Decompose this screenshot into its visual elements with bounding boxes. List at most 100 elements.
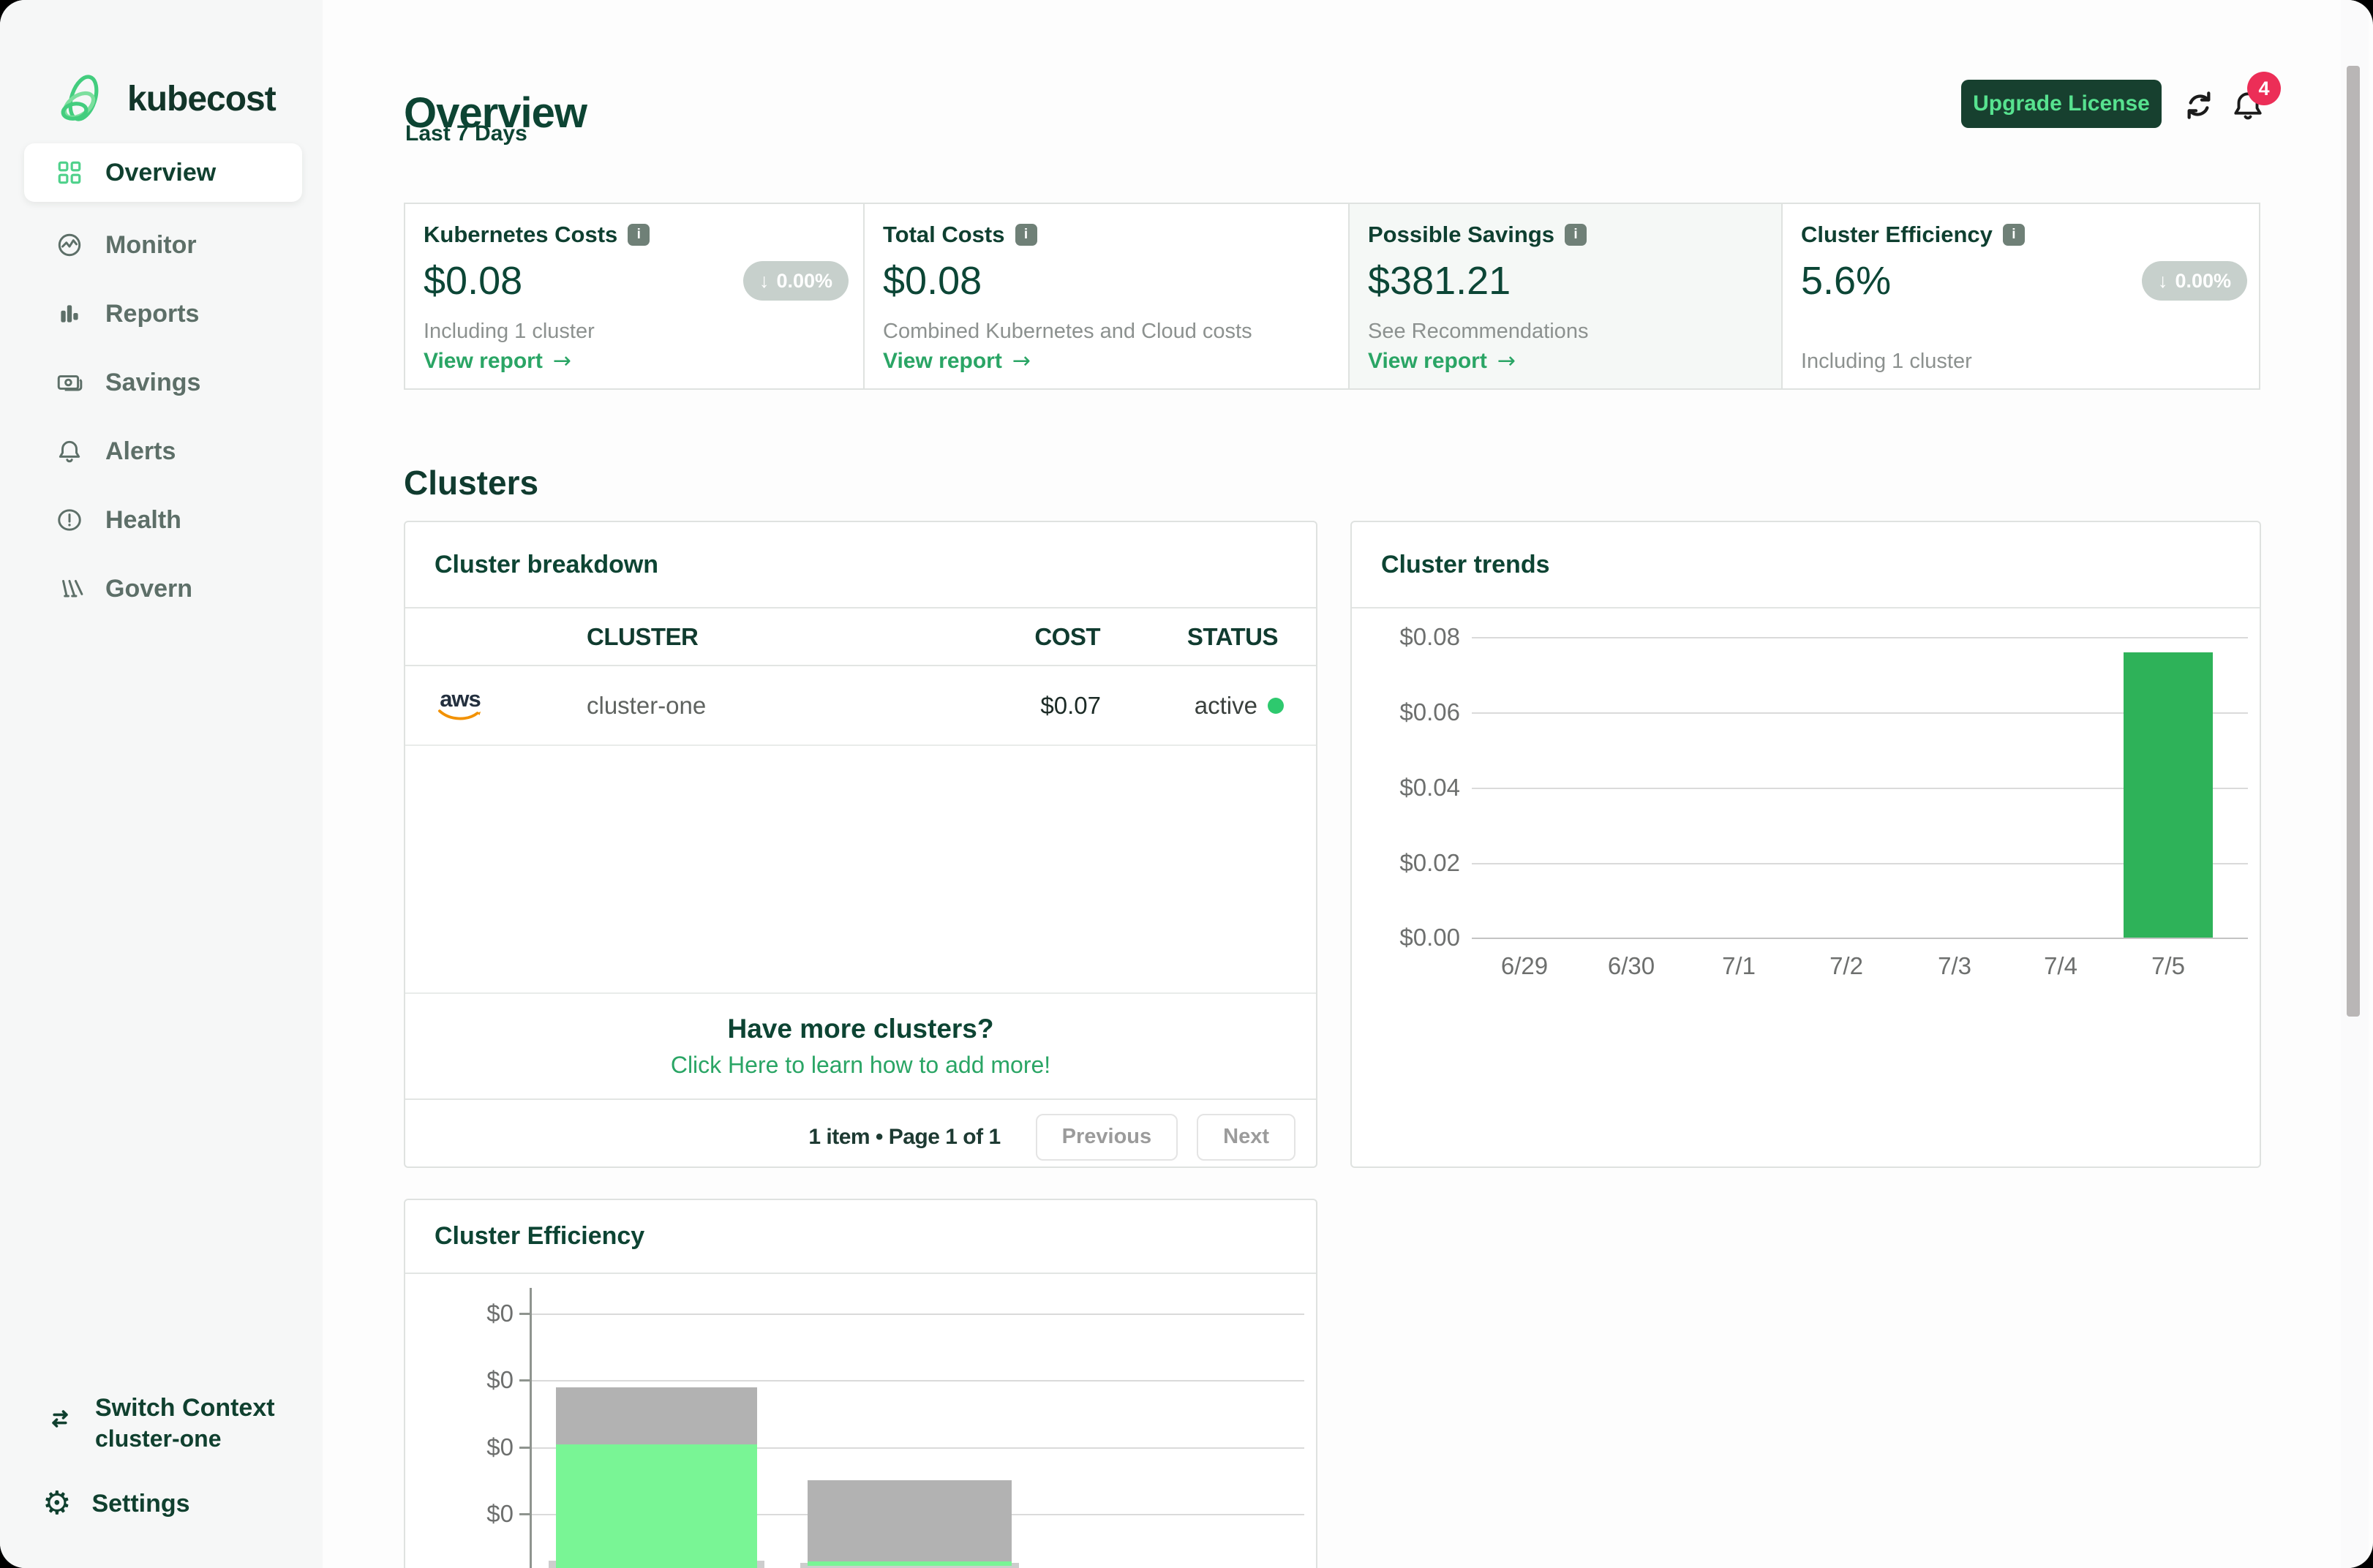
page-title: Overview <box>404 88 587 137</box>
refresh-icon[interactable] <box>2181 88 2216 123</box>
status-dot-icon <box>1268 697 1284 714</box>
sidebar-item-label: Health <box>105 505 181 534</box>
y-tick-label: $0.00 <box>1399 924 1460 951</box>
x-tick-label: 7/3 <box>1938 952 1971 979</box>
cluster-name: cluster-one <box>587 691 707 719</box>
idle-cost-segment <box>556 1387 757 1444</box>
stat-cards-row: Kubernetes Costs i $0.08 ↓ 0.00% Includi… <box>404 203 2260 390</box>
view-report-link[interactable]: View report → <box>424 348 571 374</box>
stat-title: Possible Savings <box>1368 222 1554 247</box>
sidebar-item-label: Alerts <box>105 437 176 465</box>
y-tick-label: $0.08 <box>1399 623 1460 650</box>
alert-circle-icon <box>56 506 83 534</box>
notification-count-badge[interactable]: 4 <box>2247 72 2281 105</box>
previous-page-button[interactable]: Previous <box>1035 1113 1178 1161</box>
cluster-trends-chart: $0.08 $0.06 $0.04 $0.02 $0.00 6/29 6/30 … <box>1352 522 2260 1166</box>
scrollbar-track[interactable] <box>2341 0 2369 1568</box>
stat-subtitle: Combined Kubernetes and Cloud costs <box>883 320 1252 343</box>
settings-button[interactable]: ⚙ Settings <box>42 1488 190 1520</box>
sidebar-item-alerts[interactable]: Alerts <box>0 417 323 486</box>
kubecost-logo[interactable]: kubecost <box>59 67 277 130</box>
gridline <box>531 1313 1304 1315</box>
info-icon[interactable]: i <box>628 224 650 246</box>
switch-context-button[interactable]: Switch Context cluster-one <box>45 1394 275 1452</box>
y-tick-label: $0 <box>486 1300 514 1327</box>
current-context: cluster-one <box>95 1425 222 1452</box>
sidebar-nav: Overview Monitor Reports <box>0 143 323 623</box>
logo-wordmark: kubecost <box>127 79 277 118</box>
stat-subtitle: See Recommendations <box>1368 320 1589 343</box>
stat-title: Kubernetes Costs <box>424 222 618 247</box>
stat-title: Total Costs <box>883 222 1005 247</box>
aws-logo: aws <box>435 687 486 723</box>
cluster-efficiency-card: Cluster Efficiency $0 $0 $0 $0 <box>404 1199 1317 1568</box>
x-tick-label: 7/1 <box>1722 952 1756 979</box>
table-header: CLUSTER COST STATUS <box>405 608 1316 666</box>
add-clusters-link[interactable]: Click Here to learn how to add more! <box>670 1052 1051 1078</box>
settings-label: Settings <box>91 1489 190 1518</box>
view-report-link[interactable]: View report → <box>1368 348 1516 374</box>
sidebar: kubecost Overview Monitor <box>0 0 323 1568</box>
info-icon[interactable]: i <box>1015 224 1037 246</box>
sidebar-item-label: Savings <box>105 368 201 396</box>
table-row[interactable]: aws cluster-one $0.07 active <box>405 666 1316 746</box>
down-arrow-icon: ↓ <box>759 269 770 292</box>
gear-icon: ⚙ <box>42 1485 72 1522</box>
add-clusters-prompt: Have more clusters? Click Here to learn … <box>405 994 1316 1100</box>
bar-chart-icon <box>56 300 83 328</box>
efficiency-bar <box>556 1313 757 1568</box>
scrollbar-thumb[interactable] <box>2347 66 2360 1017</box>
banknote-icon <box>56 369 83 396</box>
prompt-title: Have more clusters? <box>727 1014 994 1044</box>
stat-card-kubernetes-costs: Kubernetes Costs i $0.08 ↓ 0.00% Includi… <box>405 204 865 388</box>
x-tick-label: 7/5 <box>2151 952 2185 979</box>
stat-subtitle: Including 1 cluster <box>424 320 595 343</box>
card-title: Cluster breakdown <box>435 550 659 578</box>
gridline <box>531 1447 1304 1449</box>
sidebar-item-health[interactable]: Health <box>0 486 323 554</box>
switch-context-label: Switch Context <box>95 1394 275 1422</box>
sidebar-item-reports[interactable]: Reports <box>0 279 323 348</box>
y-axis-line <box>530 1288 532 1568</box>
sidebar-item-savings[interactable]: Savings <box>0 348 323 417</box>
next-page-button[interactable]: Next <box>1197 1113 1295 1161</box>
info-icon[interactable]: i <box>1565 224 1587 246</box>
sidebar-item-govern[interactable]: Govern <box>0 554 323 623</box>
gridline <box>531 1380 1304 1382</box>
right-arrow-icon: → <box>1012 348 1031 374</box>
sidebar-item-overview[interactable]: Overview <box>24 143 302 202</box>
down-arrow-icon: ↓ <box>2157 269 2168 292</box>
info-icon[interactable]: i <box>2002 224 2025 246</box>
idle-cost-segment <box>808 1480 1012 1562</box>
x-tick-label: 7/2 <box>1829 952 1863 979</box>
sidebar-item-label: Govern <box>105 574 193 603</box>
bell-icon <box>56 437 83 465</box>
y-tick-label: $0 <box>486 1366 514 1393</box>
stat-subtitle: Including 1 cluster <box>1801 350 1972 373</box>
pillars-icon <box>56 575 83 603</box>
cost-bar <box>2124 652 2213 938</box>
change-badge: ↓ 0.00% <box>2141 261 2247 301</box>
monitor-icon <box>56 231 83 259</box>
column-header-status: STATUS <box>1186 622 1279 650</box>
efficient-cost-segment <box>808 1561 1012 1567</box>
table-empty-space <box>405 746 1316 994</box>
view-report-link[interactable]: View report → <box>883 348 1031 374</box>
right-arrow-icon: → <box>552 348 571 374</box>
stat-title: Cluster Efficiency <box>1801 222 1993 247</box>
x-tick-label: 6/30 <box>1607 952 1655 979</box>
sidebar-item-label: Reports <box>105 299 200 328</box>
stat-value: $0.08 <box>424 259 523 303</box>
y-tick <box>519 1447 531 1449</box>
stat-value: $0.08 <box>883 259 982 303</box>
y-tick-label: $0 <box>486 1500 514 1527</box>
swap-arrows-icon <box>45 1404 75 1452</box>
clusters-section-heading: Clusters <box>404 464 539 502</box>
upgrade-license-button[interactable]: Upgrade License <box>1961 80 2162 128</box>
efficient-cost-segment <box>556 1444 757 1568</box>
cluster-breakdown-card: Cluster breakdown CLUSTER COST STATUS aw… <box>404 521 1317 1168</box>
efficiency-bar <box>808 1313 1012 1568</box>
sidebar-item-monitor[interactable]: Monitor <box>0 211 323 279</box>
gridline <box>1472 637 2248 638</box>
stat-card-cluster-efficiency: Cluster Efficiency i 5.6% ↓ 0.00% Includ… <box>1783 204 2262 388</box>
